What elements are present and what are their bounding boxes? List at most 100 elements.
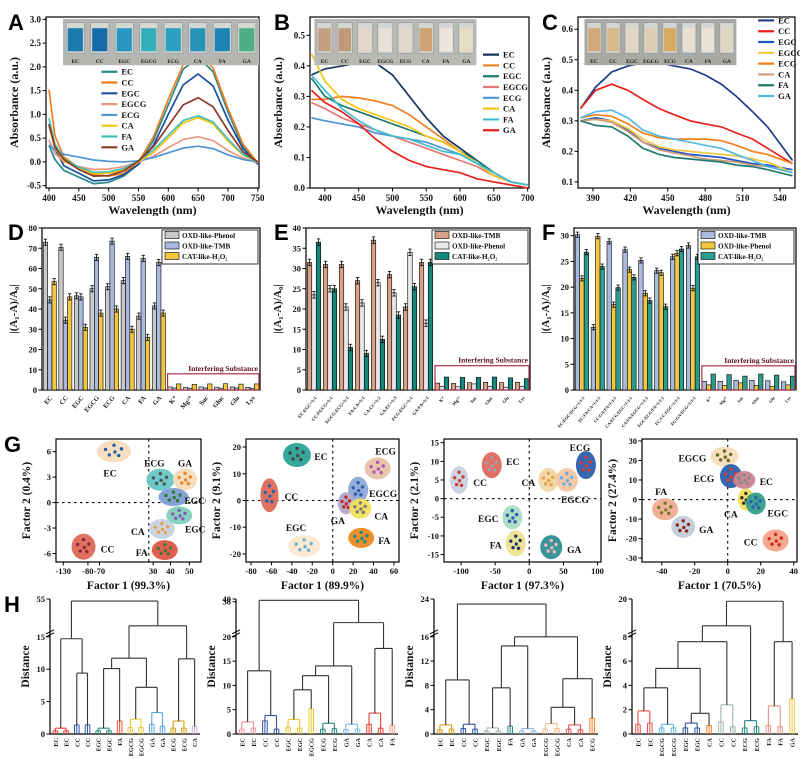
svg-text:CA: CA (685, 59, 693, 65)
svg-text:FA: FA (503, 114, 515, 124)
cluster-GA: GA (671, 515, 713, 538)
svg-text:GA: GA (567, 546, 581, 556)
series-FA (48, 114, 259, 174)
svg-text:20: 20 (293, 304, 302, 314)
svg-text:EC: EC (239, 738, 246, 747)
svg-text:0: 0 (527, 566, 531, 576)
svg-text:EC: EC (121, 67, 133, 77)
svg-text:20: 20 (756, 566, 765, 576)
svg-text:CA: CA (566, 737, 573, 746)
bar-K⁺-OXD-like-TMB (434, 382, 441, 391)
panel-label-b: B (274, 10, 290, 35)
svg-text:EGCG: EGCG (678, 455, 707, 465)
interfering-substance-box (434, 365, 530, 391)
svg-text:-15: -15 (428, 549, 439, 559)
svg-text:Suc: Suc (198, 395, 210, 407)
svg-text:-60: -60 (266, 566, 277, 576)
svg-text:EC: EC (635, 738, 642, 747)
bar-Gluc-OXD-like-TMB (482, 382, 489, 391)
svg-text:CA: CA (192, 737, 199, 746)
svg-text:-10: -10 (626, 514, 637, 524)
svg-text:600: 600 (453, 193, 467, 203)
plot-C: 390 420 450 480 510 540 0.1 0.2 0.3 0.4 0.5 0.6 Wave… (539, 15, 804, 217)
panel-label-a: A (8, 10, 24, 35)
svg-text:EC: EC (53, 738, 60, 747)
svg-text:ECG: ECG (694, 475, 715, 485)
svg-text:0: 0 (33, 385, 37, 395)
svg-text:0.3: 0.3 (562, 116, 574, 126)
svg-text:0: 0 (623, 729, 627, 739)
svg-text:GA: GA (462, 59, 470, 65)
cluster-FA: FA (348, 527, 390, 548)
svg-text:CA: CA (503, 104, 516, 114)
svg-text:0.4: 0.4 (294, 61, 306, 71)
svg-text:CA: CA (131, 528, 145, 538)
svg-text:EGCG: EGCG (543, 738, 550, 756)
svg-text:|(A₁-A)/A₀|: |(A₁-A)/A₀| (272, 284, 284, 333)
svg-text:ECG: ECG (503, 93, 522, 103)
cluster-CC: CC (744, 529, 789, 552)
bar-K⁺-CAT-like-H₂O₂ (176, 383, 182, 391)
bar-CC:EGCG=1:1-CAT-like-H₂O₂ (331, 288, 338, 391)
svg-text:CC: CC (718, 738, 725, 747)
bar-Mg²⁺-OXD-like-TMB (450, 383, 457, 391)
interfering-substance-box (166, 373, 260, 391)
series-EC (579, 61, 794, 162)
bar-Suc-CAT-like-H₂O₂ (207, 383, 213, 391)
svg-text:ECG: ECG (332, 738, 339, 752)
svg-text:40: 40 (369, 566, 378, 576)
bar-CC:EGCG=1:1-OXD-like-Phenol (327, 288, 333, 391)
svg-text:5: 5 (297, 365, 301, 375)
svg-text:CA: CA (724, 511, 738, 521)
svg-text:CC: CC (473, 738, 480, 747)
svg-text:EC: EC (251, 738, 258, 747)
svg-text:0.6: 0.6 (562, 24, 574, 34)
svg-text:-10: -10 (230, 522, 241, 532)
svg-text:EGC: EGC (496, 738, 503, 751)
svg-text:40: 40 (789, 566, 798, 576)
bar-Glu-CAT-like-H₂O₂ (238, 383, 244, 391)
svg-text:EGCG: EGCG (128, 738, 135, 756)
svg-text:CC: CC (744, 538, 758, 548)
bar-FA-OXD-like-TMB (140, 258, 146, 391)
chart-h4-dendrogram: 0 2 4 6 8 20 Distance EC EC EGCG EGCG EGC EGC CA CC CC E… (602, 594, 802, 764)
chart-f-bars: 0 5 10 15 20 25 30 |(A₁-A)/A₀| EC:EGC:ECG=1:1:1 E… (540, 224, 800, 430)
svg-text:ECG: ECG (754, 738, 761, 752)
bar-CA:ECG:EGC=1:1:1-OXD-like-Phenol (626, 269, 633, 391)
svg-text:GA: GA (699, 526, 713, 536)
bar-Suc-OXD-like-Phenol (471, 383, 477, 391)
svg-text:EGC: EGC (484, 738, 491, 751)
bar-K⁺-CAT-like-H₂O₂ (443, 376, 450, 391)
svg-text:0: 0 (297, 385, 301, 395)
bar-EC-OXD-like-TMB (47, 299, 53, 391)
svg-text:-20: -20 (689, 566, 700, 576)
bar-EGCG-CAT-like-H₂O₂ (98, 312, 104, 391)
bar-ECG:EGC=1:1-OXD-like-Phenol (407, 251, 413, 391)
bar-ECG:EGC=1:1-CAT-like-H₂O₂ (411, 286, 418, 391)
svg-text:EC: EC (647, 738, 654, 747)
svg-text:750: 750 (251, 193, 264, 203)
bar-CA-CAT-like-H₂O₂ (129, 328, 135, 391)
chart-a-spectra: 400 450 500 550 600 650 700 750 -0.5 0.0 0.5 1.0 1.5… (7, 14, 265, 217)
bar-Gluc-CAT-like-H₂O₂ (491, 376, 498, 391)
svg-text:ECG: ECG (167, 59, 179, 65)
svg-text:30: 30 (149, 566, 158, 576)
svg-text:-70: -70 (94, 566, 105, 576)
svg-text:Factor 1 (70.5%): Factor 1 (70.5%) (678, 580, 761, 592)
svg-text:CA: CA (522, 479, 536, 489)
svg-text:20: 20 (233, 442, 242, 452)
svg-text:-0.5: -0.5 (27, 181, 42, 191)
bar-CA:FA:EGCG=1:1:1-OXD-like-TMB (638, 260, 644, 391)
cuvette-photo-inset: EC CC EGC EGCG ECG CA FA GA (584, 19, 737, 66)
bar-EGC-OXD-like-TMB (78, 296, 84, 391)
cluster-EGCG: EGCG (555, 467, 590, 506)
svg-text:-40: -40 (656, 566, 667, 576)
svg-text:-6: -6 (44, 549, 51, 559)
chart-g2-scatter: -80 -60 -40 -20 0 20 40 60 -20 -10 0 10 20 Factor 1 (… (210, 434, 404, 592)
svg-text:-50: -50 (490, 566, 501, 576)
svg-text:420: 420 (624, 193, 638, 203)
svg-text:3: 3 (47, 472, 51, 482)
svg-text:CA: CA (707, 737, 714, 746)
svg-text:6: 6 (47, 447, 51, 457)
